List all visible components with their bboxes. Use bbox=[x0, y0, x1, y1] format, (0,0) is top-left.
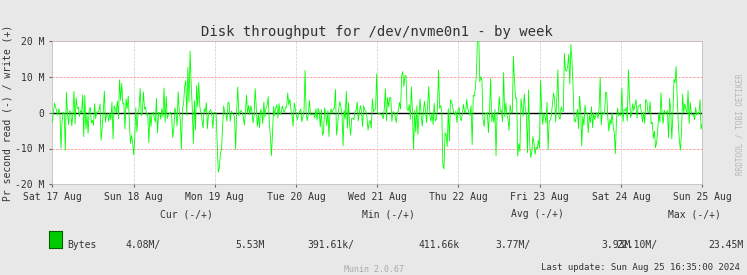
Text: Munin 2.0.67: Munin 2.0.67 bbox=[344, 265, 403, 274]
Text: Last update: Sun Aug 25 16:35:00 2024: Last update: Sun Aug 25 16:35:00 2024 bbox=[541, 263, 740, 272]
Text: 4.08M/: 4.08M/ bbox=[125, 240, 161, 250]
Text: Cur (-/+): Cur (-/+) bbox=[161, 209, 213, 219]
Text: RRDTOOL / TOBI OETIKER: RRDTOOL / TOBI OETIKER bbox=[736, 73, 745, 175]
Text: 23.45M: 23.45M bbox=[708, 240, 743, 250]
Text: Min (-/+): Min (-/+) bbox=[362, 209, 415, 219]
Text: 5.53M: 5.53M bbox=[236, 240, 265, 250]
Text: 22.10M/: 22.10M/ bbox=[616, 240, 657, 250]
Text: 3.77M/: 3.77M/ bbox=[495, 240, 530, 250]
Text: 411.66k: 411.66k bbox=[418, 240, 459, 250]
Text: Max (-/+): Max (-/+) bbox=[669, 209, 721, 219]
Text: 3.93M: 3.93M bbox=[602, 240, 631, 250]
Text: Bytes: Bytes bbox=[67, 240, 96, 250]
Y-axis label: Pr second read (-) / write (+): Pr second read (-) / write (+) bbox=[2, 25, 13, 201]
Text: Avg (-/+): Avg (-/+) bbox=[512, 209, 564, 219]
Title: Disk throughput for /dev/nvme0n1 - by week: Disk throughput for /dev/nvme0n1 - by we… bbox=[202, 25, 553, 39]
Text: 391.61k/: 391.61k/ bbox=[308, 240, 355, 250]
